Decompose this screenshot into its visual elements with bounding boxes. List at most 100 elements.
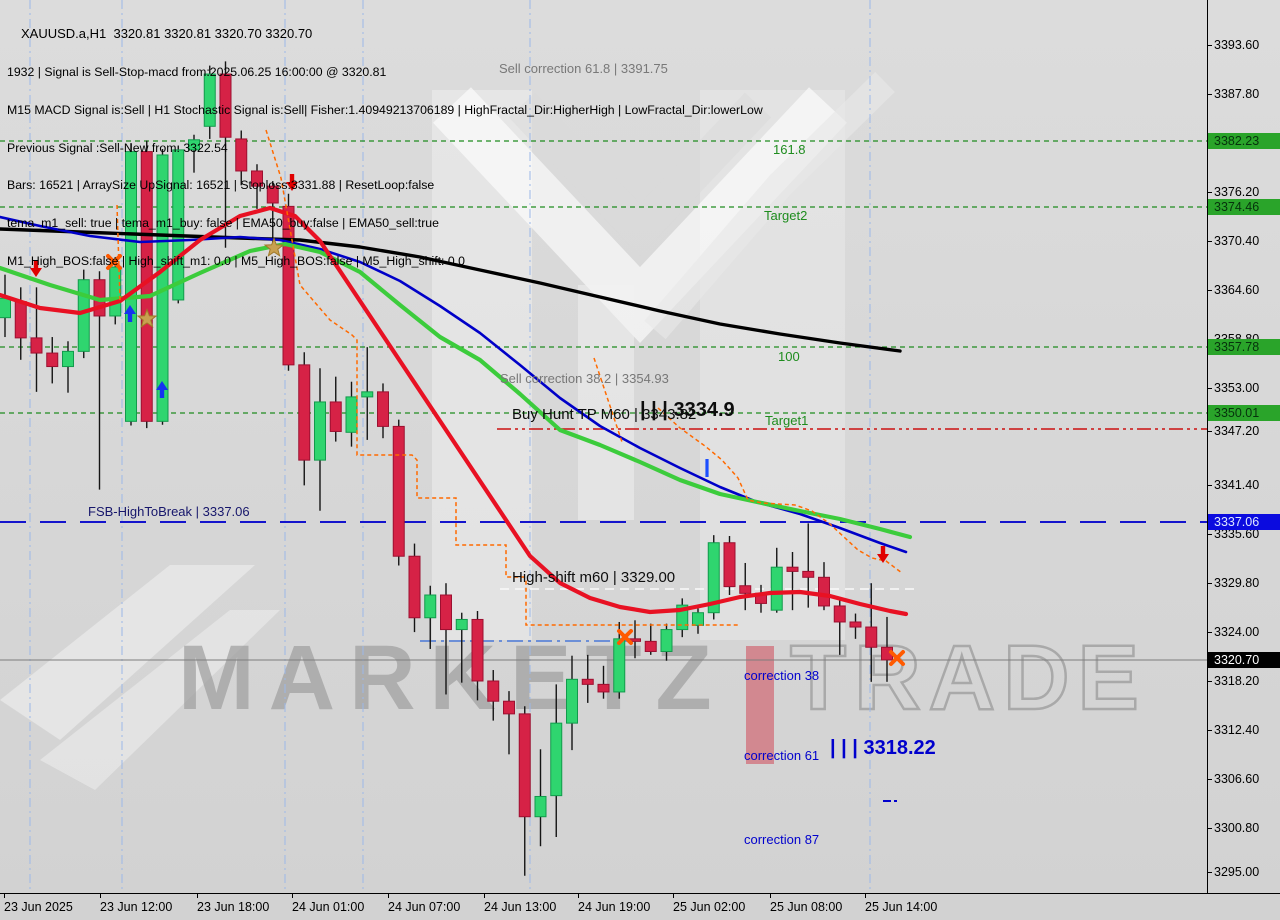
candle[interactable] xyxy=(676,598,689,638)
price-tick: 3376.20 xyxy=(1206,185,1260,199)
candle[interactable] xyxy=(786,552,799,611)
sell-correction-382: Sell correction 38.2 | 3354.93 xyxy=(500,371,669,386)
price-tag-3318: | | | 3318.22 xyxy=(830,737,936,759)
price-badge-3350.01: 3350.01 xyxy=(1208,405,1280,421)
time-tick: 24 Jun 01:00 xyxy=(292,893,365,914)
candle[interactable] xyxy=(109,256,122,325)
price-tick: 3329.80 xyxy=(1206,576,1260,590)
candle[interactable] xyxy=(219,61,232,248)
moving-averages xyxy=(0,205,913,617)
target2-label: Target2 xyxy=(764,208,808,223)
price-badge-3320.70: 3320.70 xyxy=(1208,652,1280,668)
candle[interactable] xyxy=(534,749,547,847)
level-lines xyxy=(0,140,1207,661)
price-tick: 3318.20 xyxy=(1206,674,1260,688)
price-tick: 3300.80 xyxy=(1206,821,1260,835)
time-tick: 23 Jun 18:00 xyxy=(197,893,270,914)
candle[interactable] xyxy=(739,562,752,611)
candle[interactable] xyxy=(361,347,374,440)
price-tick: 3353.00 xyxy=(1206,381,1260,395)
symbol-ohlc-title: XAUUSD.a,H1 3320.81 3320.81 3320.70 3320… xyxy=(21,26,313,42)
ema200-line xyxy=(0,227,902,353)
candle[interactable] xyxy=(566,655,578,751)
price-tick: 3335.60 xyxy=(1206,527,1260,541)
correction-38: correction 38 xyxy=(744,668,820,683)
candle[interactable] xyxy=(849,613,862,639)
candle[interactable] xyxy=(377,383,389,439)
bos-shift-line: M1_High_BOS:false | High_shift_m1: 0.0 |… xyxy=(7,253,465,268)
candle[interactable] xyxy=(707,535,720,620)
candle[interactable] xyxy=(188,134,200,173)
candle[interactable] xyxy=(455,612,468,683)
candle[interactable] xyxy=(550,684,563,837)
candle[interactable] xyxy=(314,368,326,511)
candle[interactable] xyxy=(692,608,704,634)
sell-arrow-icon xyxy=(286,174,298,191)
candle[interactable] xyxy=(818,562,830,611)
candle[interactable] xyxy=(770,547,783,613)
sell-arrow-icon xyxy=(877,546,889,563)
time-axis[interactable]: 23 Jun 2025 23 Jun 12:00 23 Jun 18:00 24 Ju… xyxy=(0,893,1280,920)
candle[interactable] xyxy=(581,654,594,703)
candle[interactable] xyxy=(424,585,437,649)
candle[interactable] xyxy=(487,670,500,721)
price-tick: 3341.40 xyxy=(1206,478,1260,492)
close-signal-x-icon xyxy=(106,254,122,270)
candle[interactable] xyxy=(266,181,279,246)
buy-arrow-icon xyxy=(124,305,136,322)
candle[interactable] xyxy=(440,583,452,695)
correction-61: correction 61 xyxy=(744,748,820,763)
star-icon xyxy=(136,308,158,328)
macd-stochastic-line: M15 MACD Signal is:Sell | H1 Stochastic … xyxy=(7,102,763,117)
price-tick: 3364.60 xyxy=(1206,283,1260,297)
candle[interactable] xyxy=(298,352,311,486)
candle[interactable] xyxy=(329,376,342,442)
candle[interactable] xyxy=(503,691,515,755)
candle[interactable] xyxy=(30,287,43,392)
chart-plot-area[interactable]: MARKETZ TRADE XAUUSD.a,H1 3320.81 3320.81… xyxy=(0,0,1207,893)
candle[interactable] xyxy=(471,611,484,701)
price-badge-3357.78: 3357.78 xyxy=(1208,339,1280,355)
price-tick: 3295.00 xyxy=(1206,865,1260,879)
signal-line: 1932 | Signal is Sell-Stop-macd from:202… xyxy=(7,64,387,79)
candle[interactable] xyxy=(235,130,248,186)
candle[interactable] xyxy=(723,535,736,596)
candle[interactable] xyxy=(251,164,263,209)
price-tag-3334: | | | 3334.9 xyxy=(640,399,735,421)
candle[interactable] xyxy=(644,623,657,655)
fib-161-label: 161.8 xyxy=(773,142,806,157)
candle[interactable] xyxy=(46,337,59,384)
price-tick: 3347.20 xyxy=(1206,424,1260,438)
candle[interactable] xyxy=(392,419,405,566)
price-axis[interactable]: 3393.603387.803376.203370.403364.603358.… xyxy=(1206,0,1280,893)
candle[interactable] xyxy=(282,193,295,371)
fsb-label: FSB-HighToBreak | 3337.06 xyxy=(88,504,250,519)
candle[interactable] xyxy=(62,341,74,393)
candle[interactable] xyxy=(833,599,846,655)
price-tick: 3393.60 xyxy=(1206,38,1260,52)
candle[interactable] xyxy=(518,706,531,876)
correction-87: correction 87 xyxy=(744,832,820,847)
candle[interactable] xyxy=(172,146,185,304)
candle[interactable] xyxy=(865,583,878,682)
fib-100-label: 100 xyxy=(778,349,800,364)
target1-label: Target1 xyxy=(765,413,809,428)
price-badge-3382.23: 3382.23 xyxy=(1208,133,1280,149)
sell-arrow-icon xyxy=(30,260,42,277)
time-tick: 25 Jun 14:00 xyxy=(865,893,938,914)
candle[interactable] xyxy=(408,543,421,633)
candlestick-chart[interactable]: MARKETZ TRADE xyxy=(0,0,1207,893)
buy-arrow-icon xyxy=(156,381,168,398)
candles-layer[interactable] xyxy=(0,61,893,876)
watermark-red-bar xyxy=(746,646,774,764)
candle[interactable] xyxy=(660,623,673,661)
time-tick: 24 Jun 07:00 xyxy=(388,893,461,914)
star-icon xyxy=(263,237,285,257)
candle[interactable] xyxy=(345,381,358,447)
red-ma-line xyxy=(0,205,909,617)
candle[interactable] xyxy=(613,621,626,699)
candle[interactable] xyxy=(14,287,27,360)
candle[interactable] xyxy=(597,665,610,699)
time-tick: 23 Jun 12:00 xyxy=(100,893,173,914)
candle[interactable] xyxy=(203,65,216,139)
